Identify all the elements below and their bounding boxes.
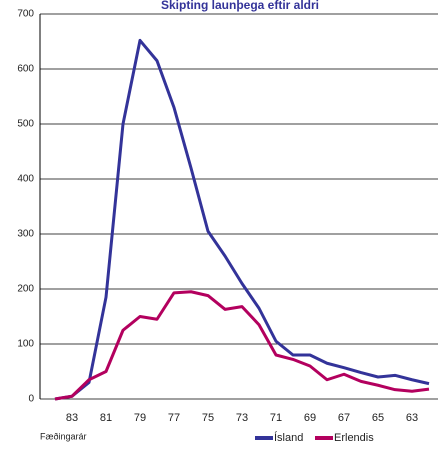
y-tick-label: 0: [28, 394, 34, 405]
x-tick-label: 81: [100, 412, 112, 424]
y-tick-label: 600: [17, 64, 34, 75]
line: [54, 290, 430, 401]
legend-label: Erlendis: [334, 432, 374, 444]
x-tick-label: 65: [372, 412, 384, 424]
y-tick-label: 100: [17, 339, 34, 350]
y-tick-label: 400: [17, 174, 34, 185]
y-tick-label: 200: [17, 284, 34, 295]
x-tick-label: 71: [270, 412, 282, 424]
chart-title: Skipting launþega eftir aldri: [161, 0, 319, 12]
x-tick-label: 77: [168, 412, 180, 424]
y-tick-label: 700: [17, 9, 34, 20]
y-tick-label: 300: [17, 229, 34, 240]
plot-area: [54, 38, 430, 401]
x-tick-label: 67: [338, 412, 350, 424]
x-tick-label: 69: [304, 412, 316, 424]
x-tick-label: 75: [202, 412, 214, 424]
y-tick-label: 500: [17, 119, 34, 130]
legend-label: Ísland: [274, 431, 303, 444]
x-tick-label: 83: [66, 412, 78, 424]
x-tick-label: 63: [406, 412, 418, 424]
line: [54, 38, 430, 401]
x-tick-label: 73: [236, 412, 248, 424]
x-axis-label: Fæðingarár: [40, 431, 87, 441]
x-tick-label: 79: [134, 412, 146, 424]
